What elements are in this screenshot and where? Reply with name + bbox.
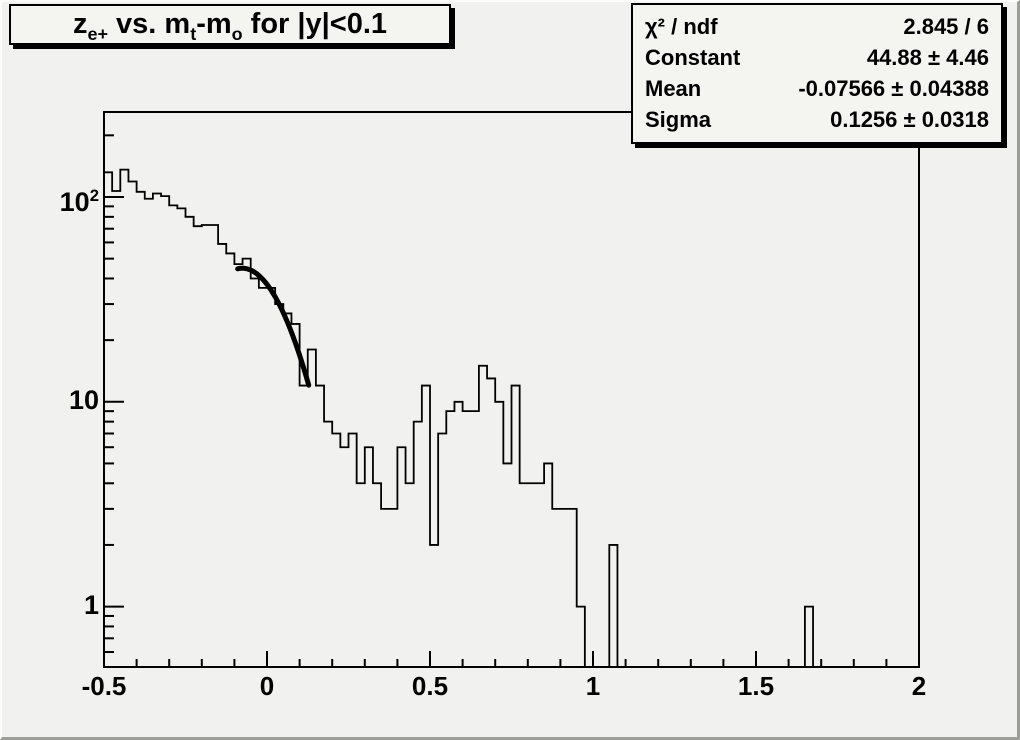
stat-value: -0.07566 ± 0.04388 xyxy=(798,76,989,102)
stat-label: Sigma xyxy=(645,107,712,133)
stats-row-chi2: χ² / ndf 2.845 / 6 xyxy=(645,14,989,40)
plot-title: ze+ vs. mt-mo for |y|<0.1 xyxy=(72,8,388,44)
stat-value: 0.1256 ± 0.0318 xyxy=(830,107,989,133)
stat-value: 44.88 ± 4.46 xyxy=(866,44,989,70)
stat-label: Constant xyxy=(645,44,741,70)
stats-row-constant: Constant 44.88 ± 4.46 xyxy=(645,45,989,71)
y-axis-tick-label: 102 xyxy=(2,182,99,216)
title-text-part: for |y|<0.1 xyxy=(242,8,388,40)
x-axis-tick-label: 1 xyxy=(585,671,601,701)
y-axis-tick-label-base: 1 xyxy=(83,589,99,620)
title-subscript: t xyxy=(190,23,197,44)
title-subscript: e+ xyxy=(87,23,108,44)
stat-label: Mean xyxy=(645,76,702,102)
x-axis-tick-label: 1.5 xyxy=(737,671,775,701)
y-axis-tick-label: 1 xyxy=(2,589,99,620)
stats-row-sigma: Sigma 0.1256 ± 0.0318 xyxy=(645,107,989,133)
title-text-part: vs. m xyxy=(107,8,191,40)
fit-stats-box: χ² / ndf 2.845 / 6 Constant 44.88 ± 4.46… xyxy=(631,3,1003,144)
stats-row-mean: Mean -0.07566 ± 0.04388 xyxy=(645,76,989,102)
y-axis-tick-label-exponent: 2 xyxy=(89,185,99,205)
y-axis-tick-label-base: 10 xyxy=(59,186,90,217)
y-axis-tick-label: 10 xyxy=(2,384,99,415)
stat-label: χ² / ndf xyxy=(645,13,718,39)
x-axis-tick-label: -0.5 xyxy=(81,671,127,701)
x-axis-tick-label: 2 xyxy=(911,671,927,701)
stat-value: 2.845 / 6 xyxy=(903,13,989,39)
title-text-part: z xyxy=(72,8,88,40)
y-axis-tick-label-base: 10 xyxy=(68,384,99,415)
histogram-step-line xyxy=(103,168,919,668)
x-axis-tick-label: 0.5 xyxy=(411,671,449,701)
gaussian-fit-curve xyxy=(235,265,312,388)
plot-title-box: ze+ vs. mt-mo for |y|<0.1 xyxy=(9,4,451,45)
title-subscript: o xyxy=(231,23,243,44)
title-text-part: -m xyxy=(196,8,232,40)
x-axis-tick-label: 0 xyxy=(259,671,275,701)
